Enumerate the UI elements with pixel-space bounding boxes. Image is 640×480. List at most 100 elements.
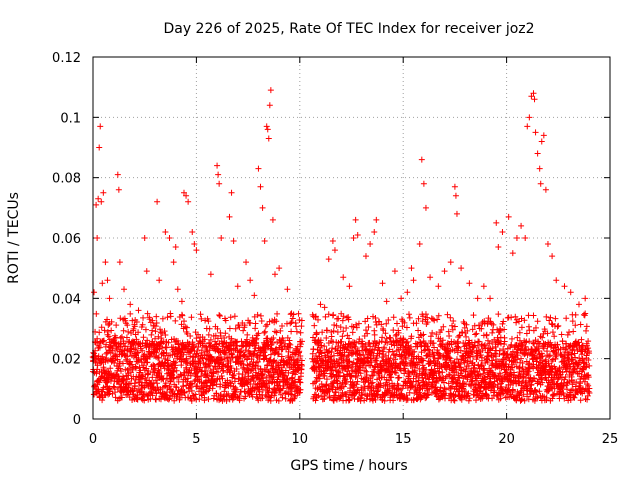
- data-point: [487, 295, 494, 302]
- data-point: [532, 129, 539, 136]
- data-point: [439, 337, 446, 344]
- data-point: [549, 253, 556, 260]
- data-point: [212, 338, 219, 345]
- data-point: [117, 365, 124, 372]
- data-point: [227, 314, 234, 321]
- data-point: [221, 388, 228, 395]
- data-point: [548, 320, 555, 327]
- data-point: [569, 369, 576, 376]
- data-point: [273, 329, 280, 336]
- data-point: [217, 381, 224, 388]
- data-point: [313, 331, 320, 338]
- data-point: [371, 331, 378, 338]
- data-point: [170, 259, 177, 266]
- data-point: [262, 352, 269, 359]
- data-point: [242, 347, 249, 354]
- data-point: [516, 392, 523, 399]
- data-point: [265, 135, 272, 142]
- data-point: [127, 301, 134, 308]
- data-point: [483, 331, 490, 338]
- data-point: [447, 259, 454, 266]
- data-point: [337, 324, 344, 331]
- data-point: [404, 289, 411, 296]
- data-point: [509, 364, 516, 371]
- data-point: [269, 340, 276, 347]
- data-point: [288, 391, 295, 398]
- data-point: [350, 235, 357, 241]
- data-point: [583, 340, 590, 347]
- data-point: [406, 314, 413, 321]
- data-point: [398, 295, 405, 302]
- data-point: [162, 228, 169, 235]
- data-point: [345, 352, 352, 359]
- data-point: [244, 331, 251, 338]
- data-point: [287, 320, 294, 327]
- data-point: [152, 365, 159, 372]
- data-point: [226, 213, 233, 220]
- data-point: [189, 339, 196, 346]
- data-point: [178, 298, 185, 305]
- x-tick-label: 0: [89, 432, 97, 447]
- data-point: [255, 363, 262, 370]
- data-point: [426, 353, 433, 360]
- data-point: [381, 344, 388, 351]
- data-point: [482, 360, 489, 367]
- data-point: [215, 171, 222, 178]
- data-point: [521, 397, 528, 404]
- data-point: [156, 345, 163, 352]
- data-point: [373, 357, 380, 364]
- data-point: [180, 351, 187, 358]
- data-point: [585, 382, 592, 389]
- data-point: [257, 183, 264, 190]
- data-point: [452, 192, 459, 199]
- data-point: [579, 355, 586, 362]
- data-point: [530, 312, 537, 319]
- data-point: [471, 322, 478, 329]
- data-point: [224, 363, 231, 370]
- data-point: [135, 329, 142, 336]
- data-point: [444, 311, 451, 318]
- data-point: [185, 343, 192, 350]
- data-point: [326, 387, 333, 394]
- data-point: [553, 277, 560, 284]
- data-point: [420, 180, 427, 187]
- data-point: [476, 383, 483, 390]
- data-point: [170, 368, 177, 375]
- data-point: [432, 383, 439, 390]
- data-point: [196, 396, 203, 403]
- data-point: [129, 317, 136, 324]
- data-point: [115, 186, 122, 193]
- data-point: [536, 388, 543, 395]
- data-point: [118, 394, 125, 401]
- data-point: [562, 374, 569, 381]
- data-point: [166, 235, 173, 241]
- data-point: [205, 396, 212, 403]
- data-point: [501, 341, 508, 348]
- data-point: [149, 317, 156, 324]
- data-point: [216, 312, 223, 319]
- data-point: [144, 359, 151, 366]
- data-point: [187, 370, 194, 377]
- data-point: [227, 358, 234, 365]
- data-point: [465, 390, 472, 397]
- data-point: [490, 321, 497, 328]
- data-point: [547, 352, 554, 359]
- data-point: [485, 352, 492, 359]
- data-point: [313, 391, 320, 398]
- data-point: [323, 376, 330, 383]
- data-point: [536, 340, 543, 347]
- data-point: [152, 335, 159, 342]
- data-point: [455, 344, 462, 351]
- data-point: [585, 348, 592, 355]
- data-point: [103, 341, 110, 348]
- data-point: [434, 346, 441, 353]
- data-point: [151, 369, 158, 376]
- data-point: [389, 348, 396, 355]
- data-point: [204, 372, 211, 379]
- data-point: [102, 358, 109, 365]
- data-point: [123, 356, 130, 363]
- data-point: [505, 213, 512, 220]
- data-point: [437, 384, 444, 391]
- data-point: [386, 371, 393, 378]
- data-point: [530, 90, 537, 97]
